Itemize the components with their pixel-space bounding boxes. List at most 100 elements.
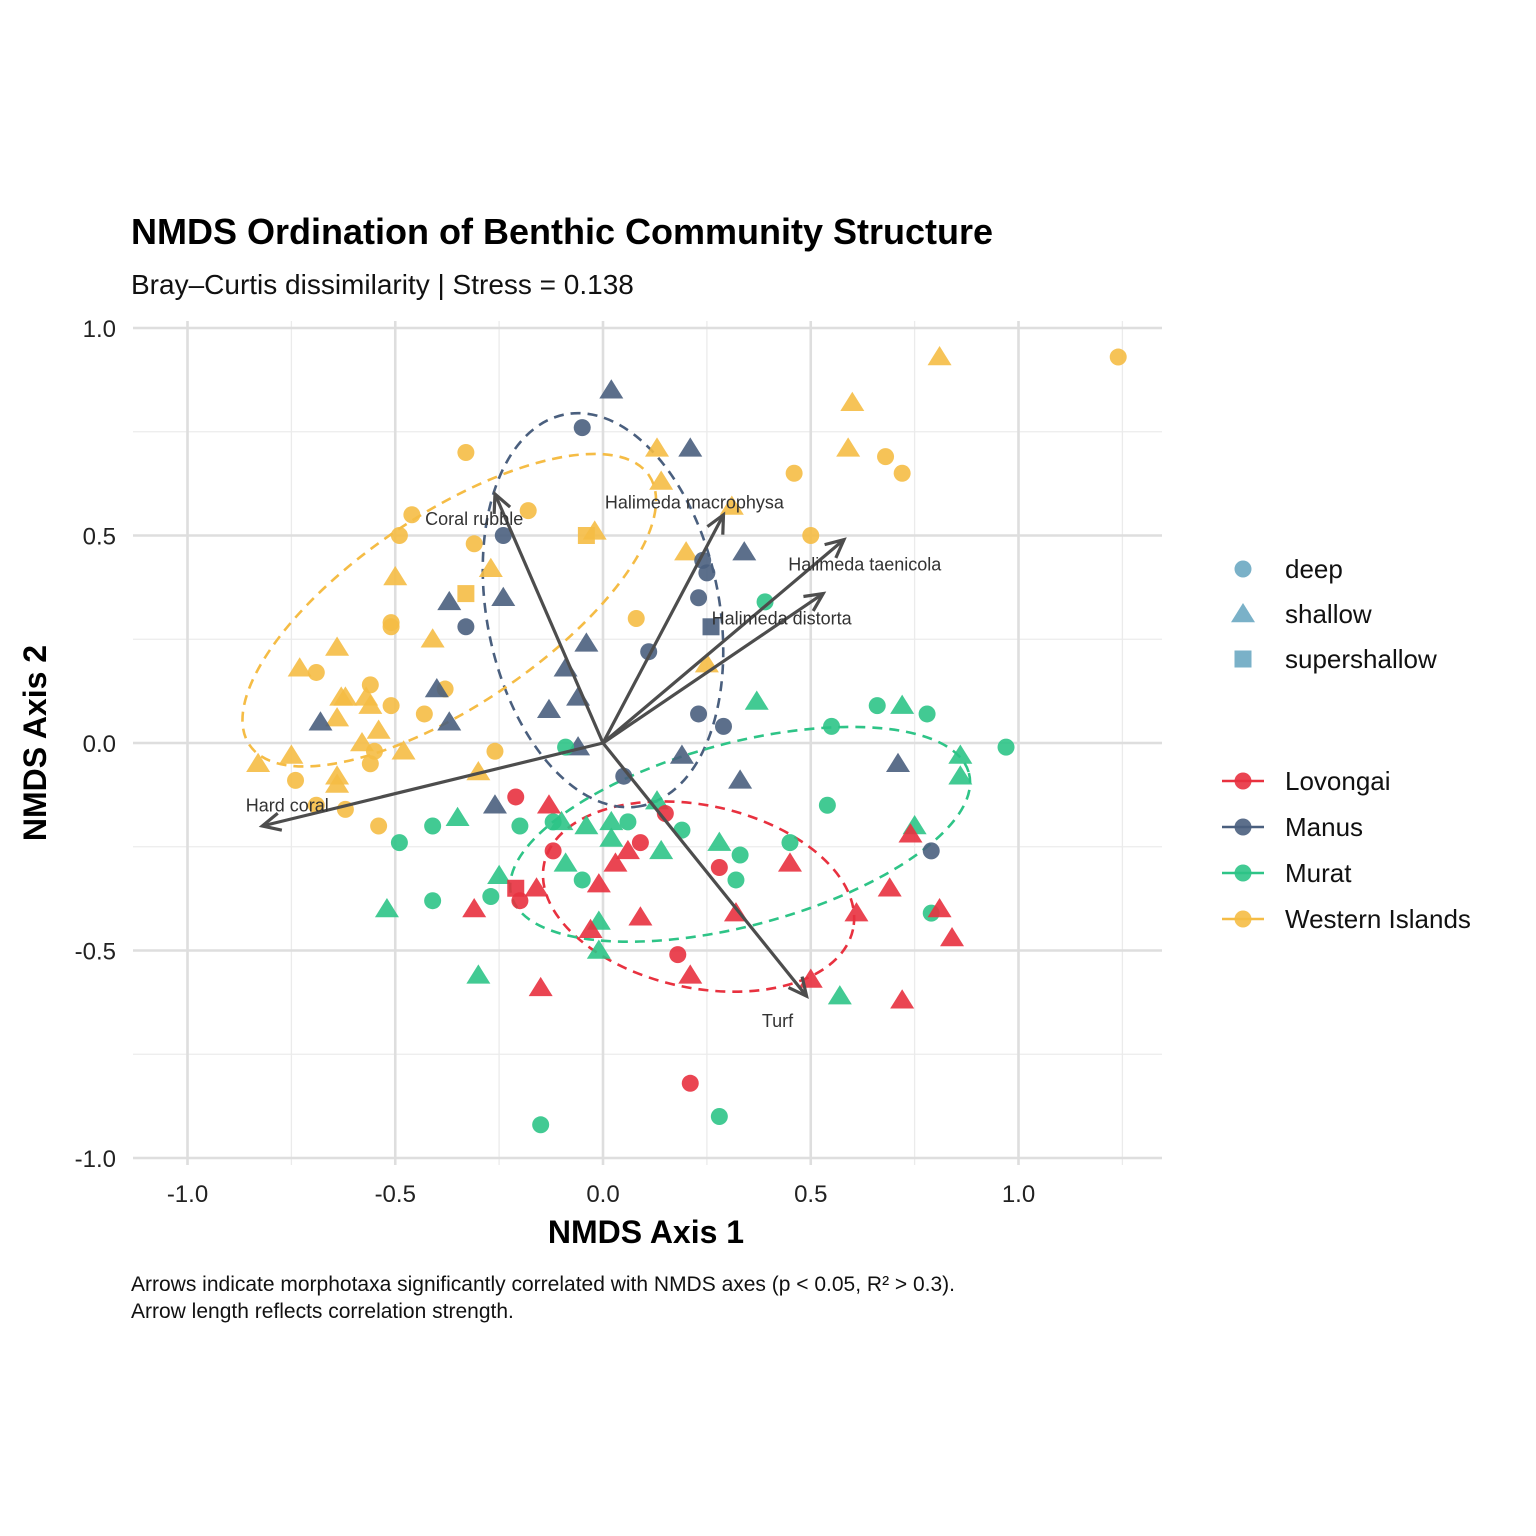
data-point — [777, 852, 802, 872]
data-point — [599, 827, 624, 847]
group-ellipses — [241, 411, 972, 993]
data-point — [886, 752, 911, 772]
data-point — [573, 871, 591, 889]
data-point — [325, 773, 350, 793]
data-point — [374, 898, 399, 918]
x-axis-title: NMDS Axis 1 — [548, 1214, 744, 1250]
data-point — [437, 711, 462, 731]
data-point — [710, 1108, 728, 1125]
data-point — [390, 834, 408, 852]
data-point — [573, 419, 591, 437]
data-point — [586, 873, 611, 893]
data-point — [524, 877, 549, 897]
fit-vectors: Coral rubble Halimeda macrophysa Halimeda … — [246, 490, 942, 1031]
data-point — [308, 711, 333, 731]
data-point — [511, 817, 529, 835]
data-point — [549, 810, 574, 831]
legend-key-supershallow — [1234, 650, 1252, 668]
vector-arrow — [493, 493, 605, 744]
data-point — [802, 527, 820, 544]
data-point — [390, 527, 408, 544]
data-point — [927, 898, 952, 918]
y-tick-label: 1.0 — [83, 316, 116, 343]
data-point — [744, 690, 769, 710]
ellipse-manus — [481, 411, 725, 809]
data-point — [577, 527, 595, 544]
data-point — [532, 1116, 550, 1134]
data-point — [714, 717, 732, 735]
data-point — [728, 769, 753, 789]
vector-arrow — [601, 538, 846, 745]
data-point — [890, 989, 915, 1009]
x-tick-label: 0.5 — [794, 1181, 827, 1208]
data-point — [707, 831, 732, 851]
vector-arrow — [602, 592, 825, 745]
legend-key-murat — [1234, 864, 1252, 882]
data-point — [702, 618, 720, 636]
data-point — [486, 742, 504, 760]
data-point — [649, 470, 674, 490]
x-tick-label: 0.0 — [586, 1181, 619, 1208]
data-point — [599, 810, 624, 831]
ellipse-lovongai — [541, 800, 856, 993]
data-point — [287, 771, 305, 789]
data-point — [578, 918, 603, 938]
data-point — [628, 906, 653, 926]
data-point — [382, 618, 400, 636]
vector-label: Halimeda taenicola — [788, 555, 942, 575]
data-point — [366, 719, 391, 739]
vector-arrow — [261, 741, 604, 828]
data-point — [877, 448, 895, 466]
x-tick-label: 1.0 — [1002, 1181, 1035, 1208]
data-point — [287, 657, 312, 677]
vector-arrowhead — [803, 591, 827, 612]
data-point — [246, 752, 271, 772]
data-point — [690, 589, 708, 607]
data-point — [877, 877, 902, 897]
data-point — [619, 813, 637, 831]
data-point — [669, 946, 687, 964]
data-point — [918, 705, 936, 723]
data-point — [823, 717, 841, 735]
data-point — [698, 564, 716, 582]
data-point — [898, 823, 923, 843]
data-point — [370, 817, 388, 835]
legend-label-deep: deep — [1285, 554, 1343, 584]
data-point — [836, 437, 861, 457]
vector-label: Hard coral — [246, 795, 329, 815]
vector-arrowhead — [258, 812, 283, 832]
legend-label-group: Lovongai — [1285, 766, 1391, 796]
y-tick-label: -0.5 — [75, 939, 116, 966]
data-point — [457, 444, 475, 461]
data-point — [424, 678, 449, 698]
data-point — [307, 663, 325, 681]
vector-label: Coral rubble — [425, 509, 523, 529]
data-point — [325, 636, 350, 656]
data-point — [781, 834, 799, 852]
data-point — [674, 541, 699, 561]
data-point — [574, 632, 599, 652]
data-point — [844, 902, 869, 922]
data-point — [465, 535, 483, 553]
vector-label: Halimeda macrophysa — [605, 492, 785, 512]
data-point — [710, 859, 728, 876]
x-tick-label: -0.5 — [375, 1181, 416, 1208]
data-point — [457, 585, 475, 603]
data-point — [415, 705, 433, 723]
data-point — [553, 852, 578, 872]
data-point — [627, 610, 645, 627]
data-points — [246, 346, 1127, 1134]
data-point — [948, 765, 973, 785]
data-point — [437, 590, 462, 611]
data-point — [478, 557, 503, 577]
legend-key-western-islands — [1234, 910, 1252, 928]
y-axis-title: NMDS Axis 2 — [17, 645, 53, 841]
data-point — [307, 796, 325, 814]
vector-arrowhead — [824, 537, 847, 559]
legend-key-deep — [1234, 560, 1252, 578]
legend-key-shallow — [1231, 603, 1255, 623]
data-point — [940, 927, 965, 947]
legend: deep shallow supershallow Lovongai Manus Mura… — [1222, 554, 1471, 934]
y-tick-label: 0.5 — [83, 524, 116, 551]
